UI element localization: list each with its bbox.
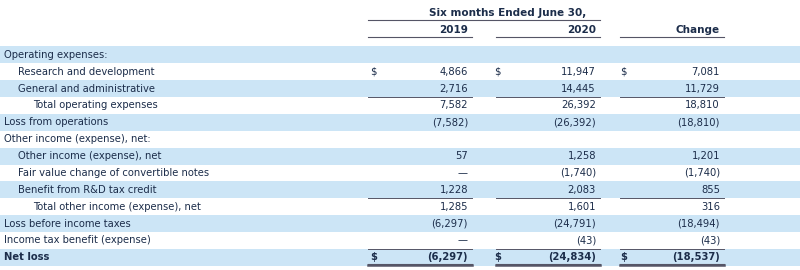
- Text: 11,729: 11,729: [685, 84, 720, 94]
- Text: (1,740): (1,740): [684, 168, 720, 178]
- Text: (24,834): (24,834): [548, 252, 596, 262]
- Text: General and administrative: General and administrative: [18, 84, 155, 94]
- Bar: [0, 131, 800, 148]
- Bar: [0, 181, 800, 198]
- Text: 2,716: 2,716: [439, 84, 468, 94]
- Text: 2020: 2020: [567, 25, 596, 35]
- Text: 18,810: 18,810: [686, 100, 720, 110]
- Text: Operating expenses:: Operating expenses:: [4, 50, 107, 60]
- Bar: [0, 80, 800, 97]
- Text: 1,601: 1,601: [567, 202, 596, 212]
- Text: (18,810): (18,810): [678, 117, 720, 127]
- Text: 1,285: 1,285: [439, 202, 468, 212]
- Text: (18,537): (18,537): [672, 252, 720, 262]
- Text: 2019: 2019: [439, 25, 468, 35]
- Text: (24,791): (24,791): [554, 219, 596, 229]
- Text: (6,297): (6,297): [427, 252, 468, 262]
- Text: 26,392: 26,392: [561, 100, 596, 110]
- Text: Research and development: Research and development: [18, 67, 155, 77]
- Bar: [0, 148, 800, 164]
- Bar: [0, 46, 800, 63]
- Text: Other income (expense), net: Other income (expense), net: [18, 151, 162, 161]
- Text: Fair value change of convertible notes: Fair value change of convertible notes: [18, 168, 210, 178]
- Text: (26,392): (26,392): [554, 117, 596, 127]
- Text: (1,740): (1,740): [560, 168, 596, 178]
- Bar: [0, 198, 800, 215]
- Text: —: —: [458, 168, 468, 178]
- Text: Total operating expenses: Total operating expenses: [33, 100, 158, 110]
- Text: $: $: [494, 67, 501, 77]
- Text: 7,081: 7,081: [692, 67, 720, 77]
- Text: (43): (43): [700, 235, 720, 245]
- Bar: [0, 232, 800, 249]
- Text: Six months Ended June 30,: Six months Ended June 30,: [430, 8, 586, 19]
- Text: —: —: [458, 235, 468, 245]
- Text: 855: 855: [701, 185, 720, 195]
- Bar: [0, 63, 800, 80]
- Text: 11,947: 11,947: [561, 67, 596, 77]
- Text: Other income (expense), net:: Other income (expense), net:: [4, 134, 150, 144]
- Text: Change: Change: [676, 25, 720, 35]
- Text: Income tax benefit (expense): Income tax benefit (expense): [4, 235, 150, 245]
- Text: (18,494): (18,494): [678, 219, 720, 229]
- Bar: [0, 249, 800, 266]
- Text: Benefit from R&D tax credit: Benefit from R&D tax credit: [18, 185, 157, 195]
- Text: 1,228: 1,228: [439, 185, 468, 195]
- Bar: [0, 164, 800, 181]
- Text: 1,201: 1,201: [691, 151, 720, 161]
- Text: 7,582: 7,582: [439, 100, 468, 110]
- Text: $: $: [494, 252, 502, 262]
- Text: 2,083: 2,083: [568, 185, 596, 195]
- Text: 316: 316: [701, 202, 720, 212]
- Text: Loss before income taxes: Loss before income taxes: [4, 219, 130, 229]
- Text: $: $: [370, 67, 377, 77]
- Text: Loss from operations: Loss from operations: [4, 117, 108, 127]
- Text: 14,445: 14,445: [562, 84, 596, 94]
- Text: 1,258: 1,258: [567, 151, 596, 161]
- Bar: [0, 4, 800, 46]
- Text: 57: 57: [455, 151, 468, 161]
- Text: (7,582): (7,582): [432, 117, 468, 127]
- Text: Net loss: Net loss: [4, 252, 50, 262]
- Text: (6,297): (6,297): [432, 219, 468, 229]
- Text: $: $: [370, 252, 378, 262]
- Bar: [0, 215, 800, 232]
- Text: Total other income (expense), net: Total other income (expense), net: [33, 202, 201, 212]
- Text: 4,866: 4,866: [440, 67, 468, 77]
- Bar: [0, 114, 800, 131]
- Bar: [0, 97, 800, 114]
- Text: (43): (43): [576, 235, 596, 245]
- Text: $: $: [620, 67, 626, 77]
- Text: $: $: [620, 252, 627, 262]
